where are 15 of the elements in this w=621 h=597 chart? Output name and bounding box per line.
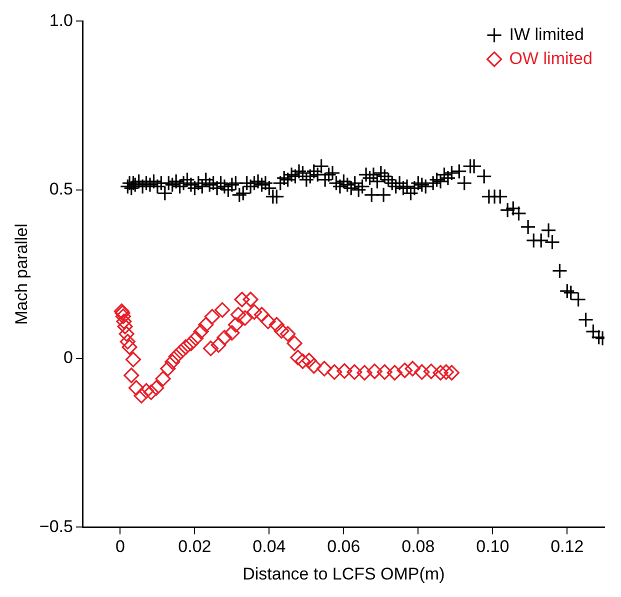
y-tick-label: 1.0: [49, 10, 73, 30]
x-tick-label: 0.04: [252, 537, 286, 556]
y-axis-title: Mach parallel: [12, 224, 31, 325]
x-tick-label: 0.02: [178, 537, 212, 556]
x-tick-label: 0.10: [476, 537, 510, 556]
x-tick-label: 0: [115, 537, 125, 556]
legend-label: IW limited: [509, 24, 584, 44]
legend-label: OW limited: [509, 48, 592, 68]
y-tick-label: 0.5: [49, 180, 73, 199]
y-tick-label: −0.5: [39, 516, 73, 536]
x-tick-label: 0.08: [402, 537, 435, 556]
x-axis-title: Distance to LCFS OMP(m): [242, 564, 445, 584]
x-tick-label: 0.06: [327, 537, 360, 556]
y-tick-label: 0: [63, 348, 73, 368]
x-tick-label: 0.12: [550, 537, 584, 556]
